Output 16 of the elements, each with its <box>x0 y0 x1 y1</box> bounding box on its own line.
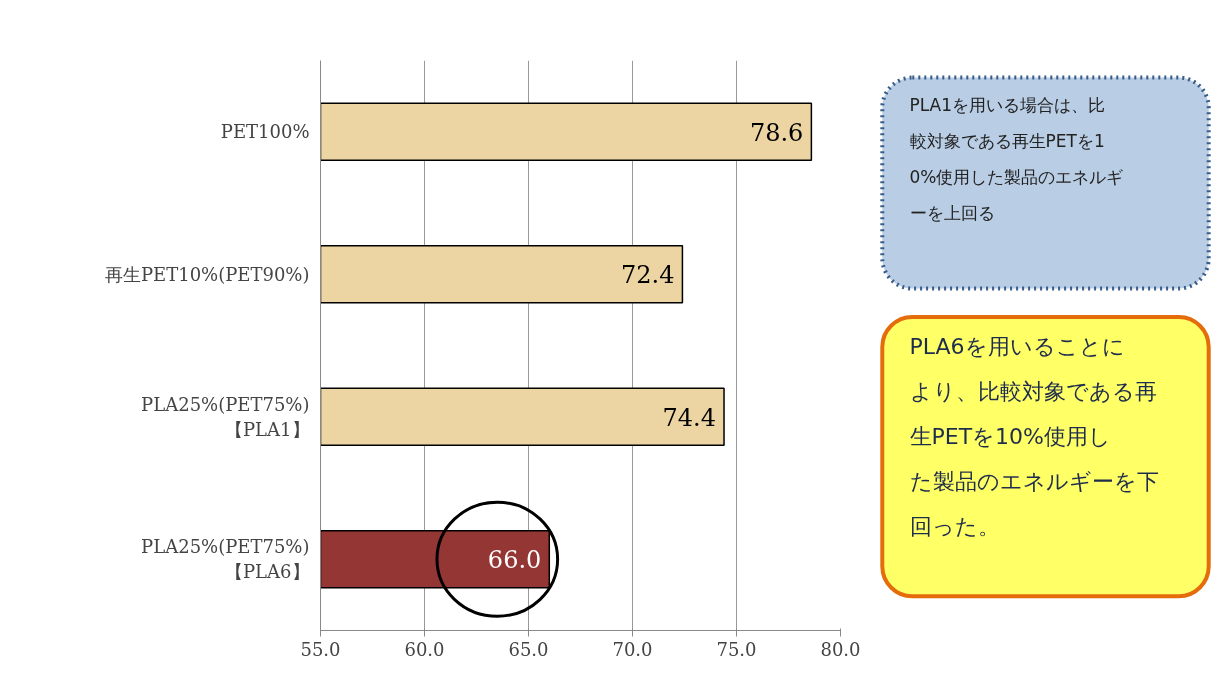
data-label: 72.4 <box>620 261 675 290</box>
text: PLA6を用いることにより、比較対象である再生PETを10%使用した製品のエネルギーを下回った。 <box>909 334 1159 540</box>
x-tick-label: 60.0 <box>404 638 445 660</box>
y-tick-label: PET100% <box>220 121 310 143</box>
x-tick-label: 80.0 <box>820 638 861 660</box>
y-tick-label: 再生PET10%(PET90%) <box>104 263 310 285</box>
x-tick-label: 65.0 <box>508 638 549 660</box>
data-label: 78.6 <box>749 118 804 147</box>
x-tick-label: 70.0 <box>612 638 653 660</box>
y-tick-label: PLA25%(PET75%) 【PLA1】 <box>141 393 310 440</box>
data-label: 66.0 <box>487 546 542 575</box>
data-label: 74.4 <box>662 403 717 432</box>
x-tick-label: 55.0 <box>300 638 341 660</box>
text: PLA1を用いる場合は、比較対象である再生PETを10%使用した製品のエネルギーを上回る <box>909 94 1124 223</box>
y-tick-label: PLA25%(PET75%) 【PLA6】 <box>141 536 310 583</box>
x-tick-label: 75.0 <box>716 638 757 660</box>
